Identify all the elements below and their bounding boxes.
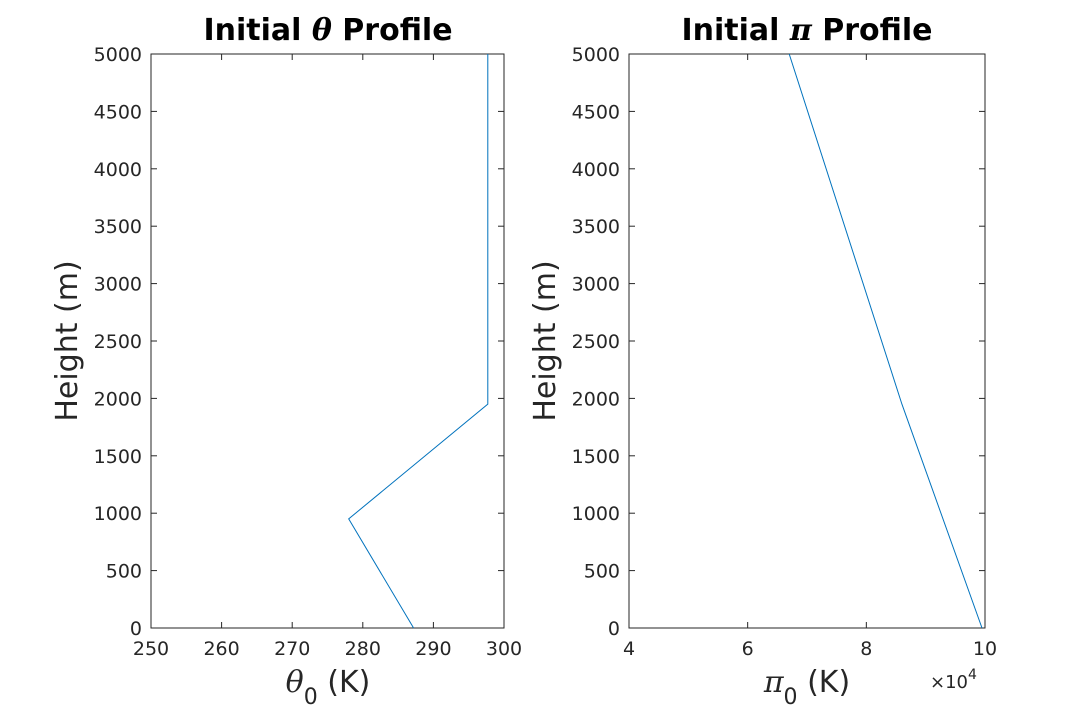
theta-y-tick-label: 2500 [94, 331, 142, 353]
pi-x-tick-label: 4 [623, 638, 635, 660]
pi-y-tick-label: 1000 [572, 503, 620, 525]
theta-x-tick-label: 280 [345, 638, 381, 660]
theta-y-tick-label: 3500 [94, 216, 142, 238]
theta-y-tick-label: 4000 [94, 159, 142, 181]
pi-y-tick-label: 3500 [572, 216, 620, 238]
theta-y-tick-label: 2000 [94, 388, 142, 410]
pi-y-tick-label: 2000 [572, 388, 620, 410]
pi-y-tick-label: 500 [584, 561, 620, 583]
pi-y-tick-label: 3000 [572, 274, 620, 296]
theta-x-tick-label: 300 [486, 638, 522, 660]
theta-profile-line [348, 54, 489, 629]
pi-y-tick-label: 1500 [572, 446, 620, 468]
pi-x-tick-label: 8 [860, 638, 872, 660]
theta-y-axis-label: Height (m) [50, 260, 85, 421]
pi-x-ticks: 4 6 8 10 [623, 54, 997, 660]
theta-chart-title: Initial θ Profile [203, 13, 452, 48]
theta-x-tick-label: 260 [203, 638, 239, 660]
pi-x-exponent-label: ×104 [930, 667, 977, 693]
theta-profile-axes: 250 260 270 280 290 300 0 500 1000 1500 2000 2500 3… [50, 13, 522, 710]
theta-x-ticks: 250 260 270 280 290 300 [133, 54, 522, 660]
theta-y-tick-label: 5000 [94, 44, 142, 66]
pi-plot-area [628, 53, 986, 629]
theta-y-tick-label: 0 [130, 618, 142, 640]
pi-y-tick-label: 4500 [572, 101, 620, 123]
theta-x-tick-label: 270 [274, 638, 310, 660]
theta-y-tick-label: 1000 [94, 503, 142, 525]
pi-y-ticks: 0 500 1000 1500 2000 2500 3000 3500 4000 4500 5000 [572, 44, 985, 640]
pi-y-tick-label: 2500 [572, 331, 620, 353]
pi-profile-line [788, 53, 983, 629]
theta-x-tick-label: 290 [415, 638, 451, 660]
pi-profile-axes: 4 6 8 10 0 500 1000 1500 2000 2500 3000 3500 4000 45… [528, 13, 997, 710]
pi-x-tick-label: 6 [742, 638, 754, 660]
theta-y-tick-label: 3000 [94, 274, 142, 296]
theta-y-tick-label: 1500 [94, 446, 142, 468]
pi-y-tick-label: 4000 [572, 159, 620, 181]
pi-y-axis-label: Height (m) [528, 260, 563, 421]
pi-y-tick-label: 0 [608, 618, 620, 640]
theta-x-tick-label: 250 [133, 638, 169, 660]
theta-series-layer [348, 54, 489, 629]
theta-x-axis-label: θ0 (K) [286, 665, 371, 710]
theta-y-tick-label: 4500 [94, 101, 142, 123]
pi-x-axis-label: π0 (K) [763, 665, 850, 710]
pi-series-layer [788, 53, 983, 629]
pi-y-tick-label: 5000 [572, 44, 620, 66]
theta-plot-area [150, 53, 505, 629]
theta-y-ticks: 0 500 1000 1500 2000 2500 3000 3500 4000 4500 5000 [94, 44, 504, 640]
pi-x-tick-label: 10 [973, 638, 997, 660]
pi-chart-title: Initial π Profile [681, 13, 932, 48]
theta-y-tick-label: 500 [106, 561, 142, 583]
